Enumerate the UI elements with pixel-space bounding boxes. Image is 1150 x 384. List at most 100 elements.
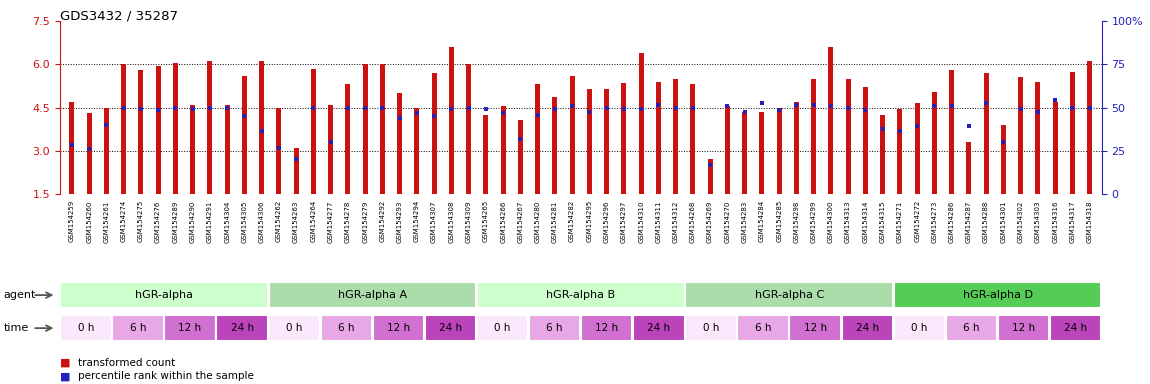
Text: hGR-alpha C: hGR-alpha C [754,290,823,300]
Bar [1000,125,1006,194]
Bar [880,115,886,194]
Bar [328,105,334,194]
Bar [269,315,320,341]
Text: 12 h: 12 h [804,323,827,333]
Bar [414,108,420,194]
Bar [121,65,126,194]
Bar [310,69,316,194]
Text: 12 h: 12 h [178,323,201,333]
Bar [60,283,268,308]
Bar [1018,77,1024,194]
Text: transformed count: transformed count [78,358,176,368]
Bar [477,315,528,341]
Bar [431,73,437,194]
Bar [424,315,476,341]
Bar [69,102,75,194]
Bar [966,142,972,194]
Bar [1052,102,1058,194]
Bar [535,84,540,194]
Bar [529,315,581,341]
Bar [685,315,737,341]
Bar [518,121,523,194]
Text: 6 h: 6 h [130,323,146,333]
Bar [638,53,644,194]
Bar [113,315,163,341]
Bar [207,61,213,194]
Bar [586,89,592,194]
Bar [397,93,402,194]
Bar [604,89,610,194]
Bar [500,106,506,194]
Text: 6 h: 6 h [338,323,354,333]
Text: 24 h: 24 h [439,323,462,333]
Bar [242,76,247,194]
Bar [737,315,789,341]
Bar [321,315,371,341]
Text: ■: ■ [60,358,70,368]
Text: 0 h: 0 h [911,323,928,333]
Bar [380,65,385,194]
Bar [724,106,730,194]
Text: GDS3432 / 35287: GDS3432 / 35287 [60,10,178,23]
Bar [448,47,454,194]
Bar [828,47,834,194]
Text: agent: agent [3,290,36,300]
Bar [190,105,196,194]
Bar [1050,315,1102,341]
Bar [1087,61,1092,194]
Bar [86,113,92,194]
Bar [842,315,892,341]
Bar [269,283,476,308]
Bar [894,283,1102,308]
Text: 12 h: 12 h [1012,323,1035,333]
Bar [373,315,424,341]
Bar [998,315,1049,341]
Text: 12 h: 12 h [386,323,411,333]
Bar [172,63,178,194]
Bar [1035,82,1041,194]
Text: hGR-alpha: hGR-alpha [135,290,193,300]
Bar [60,315,112,341]
Bar [894,315,945,341]
Bar [345,84,351,194]
Bar [224,105,230,194]
Text: 24 h: 24 h [1064,323,1087,333]
Text: 12 h: 12 h [596,323,619,333]
Bar [216,315,268,341]
Bar [811,79,816,194]
Bar [138,70,144,194]
Text: percentile rank within the sample: percentile rank within the sample [78,371,254,381]
Text: 0 h: 0 h [78,323,94,333]
Text: 6 h: 6 h [546,323,564,333]
Bar [685,283,892,308]
Text: 6 h: 6 h [754,323,772,333]
Bar [581,315,632,341]
Bar [276,108,282,194]
Bar [949,70,954,194]
Bar [707,159,713,194]
Text: time: time [3,323,29,333]
Bar [914,103,920,194]
Bar [259,61,264,194]
Bar [155,66,161,194]
Bar [776,108,782,194]
Text: 24 h: 24 h [856,323,879,333]
Bar [656,82,661,194]
Text: 0 h: 0 h [494,323,511,333]
Bar [483,115,489,194]
Bar [552,98,558,194]
Bar [466,65,472,194]
Text: hGR-alpha A: hGR-alpha A [338,290,407,300]
Text: 6 h: 6 h [964,323,980,333]
Bar [293,148,299,194]
Bar [1070,71,1075,194]
Bar [634,315,684,341]
Bar [793,102,799,194]
Bar [621,83,627,194]
Bar [983,73,989,194]
Text: 0 h: 0 h [286,323,302,333]
Bar [932,92,937,194]
Text: ■: ■ [60,371,70,381]
Bar [845,79,851,194]
Bar [897,109,903,194]
